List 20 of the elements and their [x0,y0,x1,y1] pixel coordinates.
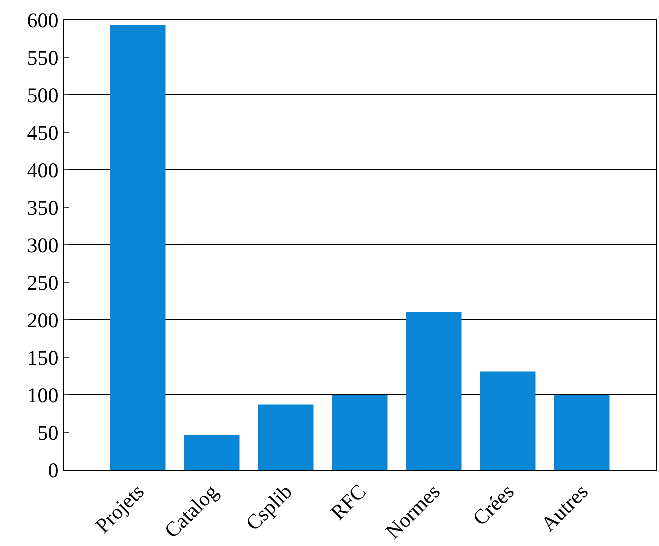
y-tick-label: 600 [27,8,59,32]
y-tick-label: 50 [38,420,59,445]
bar [184,436,240,470]
y-tick-label: 100 [27,383,59,408]
y-tick-label: 550 [27,46,59,70]
y-tick-label: 400 [27,158,59,182]
y-tick-label: 450 [27,120,59,145]
y-tick-label: 0 [48,458,59,482]
y-tick-label: 250 [27,270,59,295]
bar [480,372,536,470]
y-tick-label: 200 [27,308,59,332]
bar [332,395,388,470]
y-tick-label: 500 [27,83,59,108]
bar [258,404,314,470]
y-tick-label: 350 [27,196,59,220]
bar [406,312,462,470]
y-tick-label: 300 [27,233,59,258]
bar [110,25,166,470]
y-tick-label: 150 [27,346,59,370]
bar [554,395,610,470]
